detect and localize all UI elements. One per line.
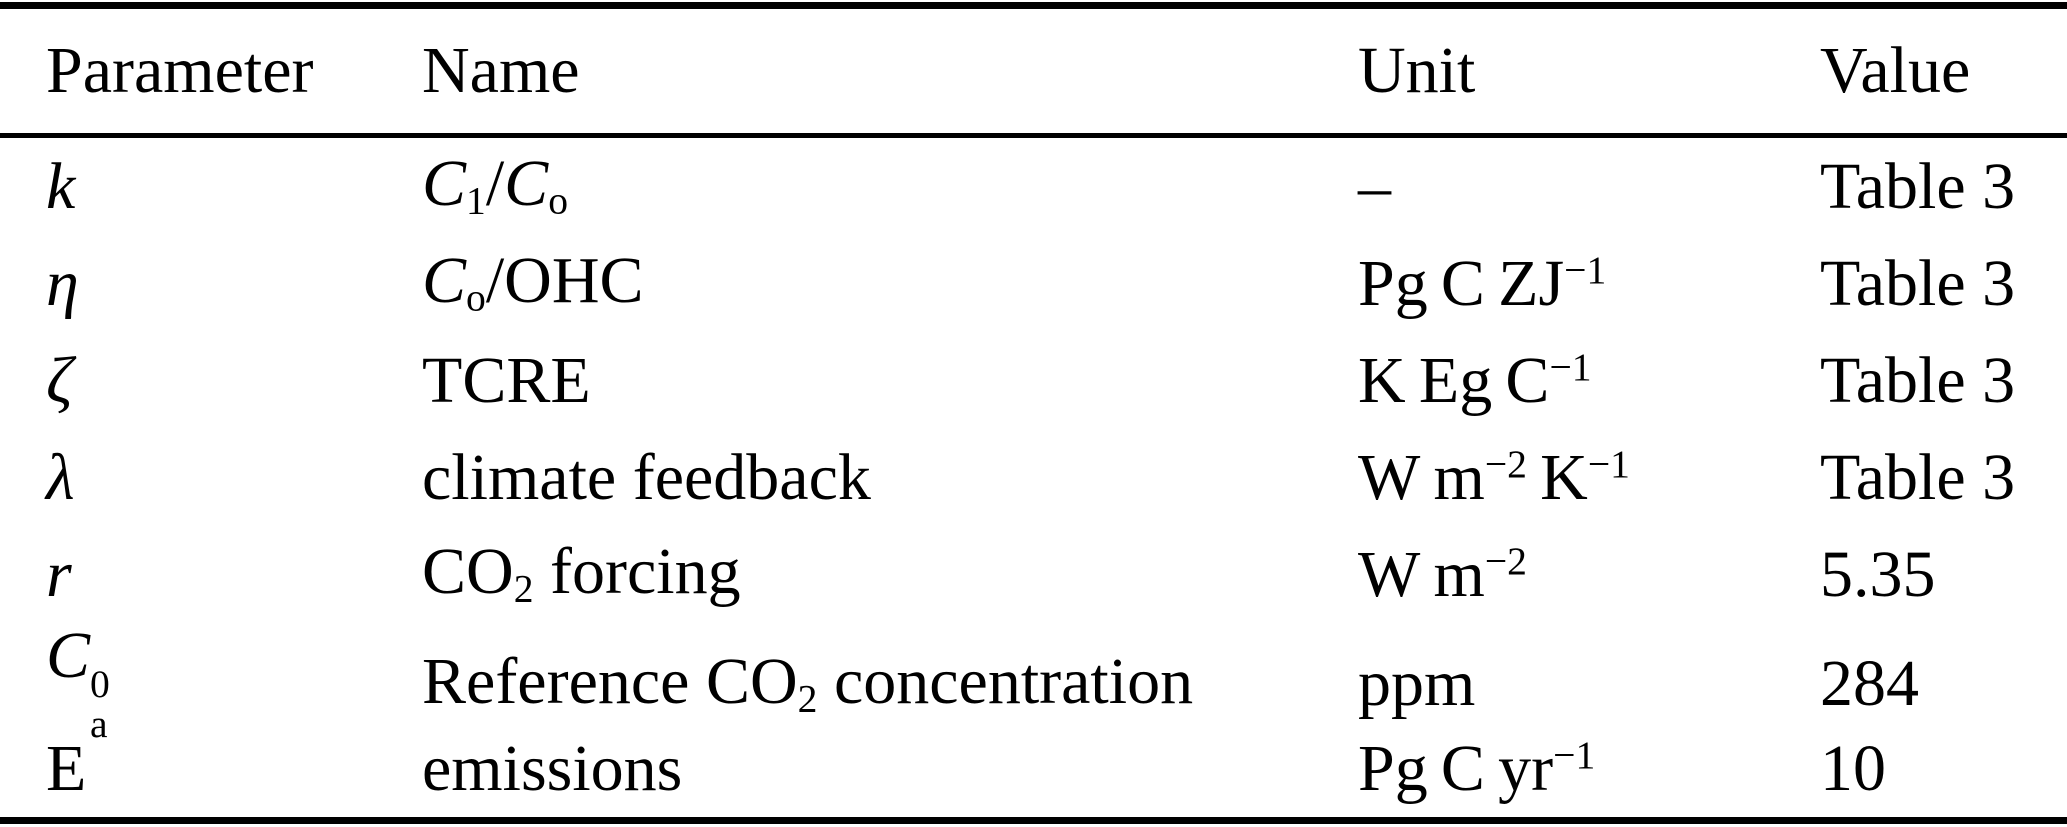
column-header-parameter: Parameter: [46, 34, 314, 107]
cell-unit: Pg C ZJ−1: [1358, 247, 1820, 317]
superscript: −2: [1484, 538, 1527, 583]
math-italic: C: [422, 147, 467, 221]
table-body: k C1/Co – Table 3 η Co/OHC Pg C ZJ−1 Tab…: [0, 138, 2067, 817]
cell-parameter: E: [46, 735, 422, 802]
text-run: K: [1526, 440, 1588, 514]
subscript: 2: [797, 676, 818, 721]
table-row: r CO2 forcing W m−2 5.35: [0, 526, 2067, 623]
superscript: −1: [1564, 247, 1607, 292]
text-run: E: [46, 731, 87, 805]
math-italic: η: [46, 246, 79, 320]
superscript: −1: [1549, 344, 1592, 389]
cell-name: CO2 forcing: [422, 539, 1358, 609]
text-run: emissions: [422, 731, 683, 805]
cell-unit: Pg C yr−1: [1358, 732, 1820, 802]
subscript: 2: [513, 567, 534, 612]
text-run: Pg C ZJ: [1358, 246, 1565, 320]
cell-parameter: r: [46, 541, 422, 608]
cell-value: 5.35: [1820, 541, 2067, 608]
subscript: o: [466, 276, 486, 321]
text-run: Reference CO: [422, 644, 798, 718]
cell-value: 284: [1820, 650, 2067, 717]
superscript: 0: [90, 661, 110, 706]
cell-name: Reference CO2 concentration: [422, 648, 1358, 721]
table-row: ζ TCRE K Eg C−1 Table 3: [0, 332, 2067, 429]
math-italic: C: [504, 147, 549, 221]
cell-name: TCRE: [422, 347, 1358, 414]
text-run: TCRE: [422, 343, 591, 417]
text-run: /: [485, 147, 505, 221]
text-run: Pg C yr: [1358, 731, 1554, 805]
text-run: 5.35: [1820, 537, 1936, 611]
table-row: η Co/OHC Pg C ZJ−1 Table 3: [0, 235, 2067, 332]
subscript: a: [90, 702, 108, 747]
math-italic: ζ: [46, 343, 73, 417]
subscript: o: [548, 179, 568, 224]
text-run: ppm: [1358, 646, 1476, 720]
math-italic: k: [46, 149, 76, 223]
text-run: CO: [422, 535, 514, 609]
text-run: /OHC: [485, 244, 644, 318]
cell-value: Table 3: [1820, 250, 2067, 317]
cell-parameter: λ: [46, 444, 422, 511]
text-run: Table 3: [1820, 149, 2016, 223]
text-run: 284: [1820, 646, 1919, 720]
cell-parameter: k: [46, 153, 422, 220]
cell-name: climate feedback: [422, 444, 1358, 511]
cell-value: 10: [1820, 735, 2067, 802]
text-run: concentration: [817, 644, 1194, 718]
cell-parameter: η: [46, 250, 422, 317]
math-italic: r: [46, 537, 72, 611]
cell-name: C1/Co: [422, 151, 1358, 221]
text-run: Table 3: [1820, 440, 2016, 514]
cell-parameter: ζ: [46, 347, 422, 414]
cell-unit: ppm: [1358, 650, 1820, 717]
table-top-rule: [0, 2, 2067, 9]
table-row: k C1/Co – Table 3: [0, 138, 2067, 235]
text-run: Table 3: [1820, 246, 2016, 320]
table-header-row: Parameter Name Unit Value: [0, 9, 2067, 133]
table-row: λ climate feedback W m−2 K−1 Table 3: [0, 429, 2067, 526]
math-italic: λ: [46, 440, 75, 514]
math-italic: C: [46, 619, 91, 692]
text-run: –: [1358, 149, 1391, 223]
cell-unit: K Eg C−1: [1358, 344, 1820, 414]
table-bottom-rule: [0, 817, 2067, 824]
cell-name: Co/OHC: [422, 248, 1358, 318]
subscript: 1: [466, 179, 486, 224]
table-header-rule: [0, 133, 2067, 138]
text-run: W m: [1358, 440, 1485, 514]
text-run: forcing: [533, 535, 741, 609]
cell-name: emissions: [422, 735, 1358, 802]
cell-value: Table 3: [1820, 153, 2067, 220]
cell-unit: W m−2: [1358, 538, 1820, 608]
column-header-unit: Unit: [1358, 34, 1476, 107]
cell-unit: W m−2 K−1: [1358, 441, 1820, 511]
text-run: K Eg C: [1358, 343, 1550, 417]
text-run: 10: [1820, 731, 1886, 805]
cell-value: Table 3: [1820, 444, 2067, 511]
text-run: climate feedback: [422, 440, 871, 514]
cell-unit: –: [1358, 153, 1820, 220]
column-header-value: Value: [1820, 34, 1971, 107]
superscript: −1: [1587, 441, 1630, 486]
text-run: W m: [1358, 537, 1485, 611]
text-run: Table 3: [1820, 343, 2016, 417]
math-italic: C: [422, 244, 467, 318]
superscript: −2: [1484, 441, 1527, 486]
cell-value: Table 3: [1820, 347, 2067, 414]
column-header-name: Name: [422, 34, 580, 107]
superscript: −1: [1553, 732, 1596, 777]
table-row: E emissions Pg C yr−1 10: [0, 720, 2067, 817]
